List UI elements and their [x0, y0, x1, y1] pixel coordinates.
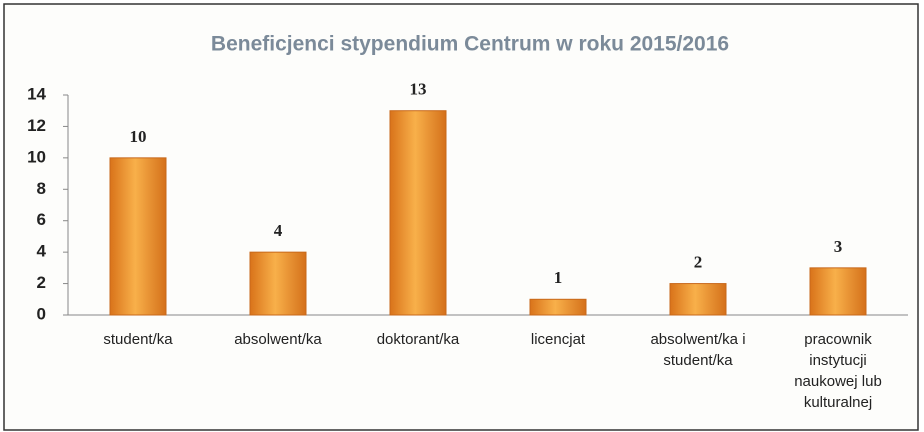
bar: [249, 251, 307, 316]
x-tick-label: doktorant/ka: [376, 331, 460, 348]
data-label: 13: [410, 80, 427, 99]
y-tick-label: 2: [37, 273, 46, 292]
chart-title: Beneficjenci stypendium Centrum w roku 2…: [211, 33, 729, 56]
x-tick-label: pracownik instytucji naukowej lub kultur…: [794, 331, 882, 411]
x-tick-label: licencjat: [530, 331, 586, 348]
bar: [669, 283, 727, 316]
data-label: 1: [554, 268, 563, 287]
bar: [809, 267, 867, 316]
bar: [389, 110, 447, 316]
bar: [529, 298, 587, 316]
data-label: 2: [694, 252, 703, 271]
y-tick-label: 8: [37, 179, 46, 198]
y-tick-label: 14: [27, 84, 46, 103]
data-label: 10: [130, 127, 147, 146]
x-tick-label: student/ka: [103, 331, 173, 348]
y-tick-label: 12: [27, 116, 46, 135]
y-tick-label: 4: [37, 242, 47, 261]
data-label: 4: [274, 221, 283, 240]
bar: [109, 157, 167, 316]
y-tick-label: 6: [37, 210, 46, 229]
x-tick-label: absolwent/ka i student/ka: [650, 331, 746, 369]
data-label: 3: [834, 237, 843, 256]
y-tick-label: 10: [27, 147, 46, 166]
x-tick-label: absolwent/ka: [234, 331, 322, 348]
y-tick-label: 0: [37, 304, 46, 323]
